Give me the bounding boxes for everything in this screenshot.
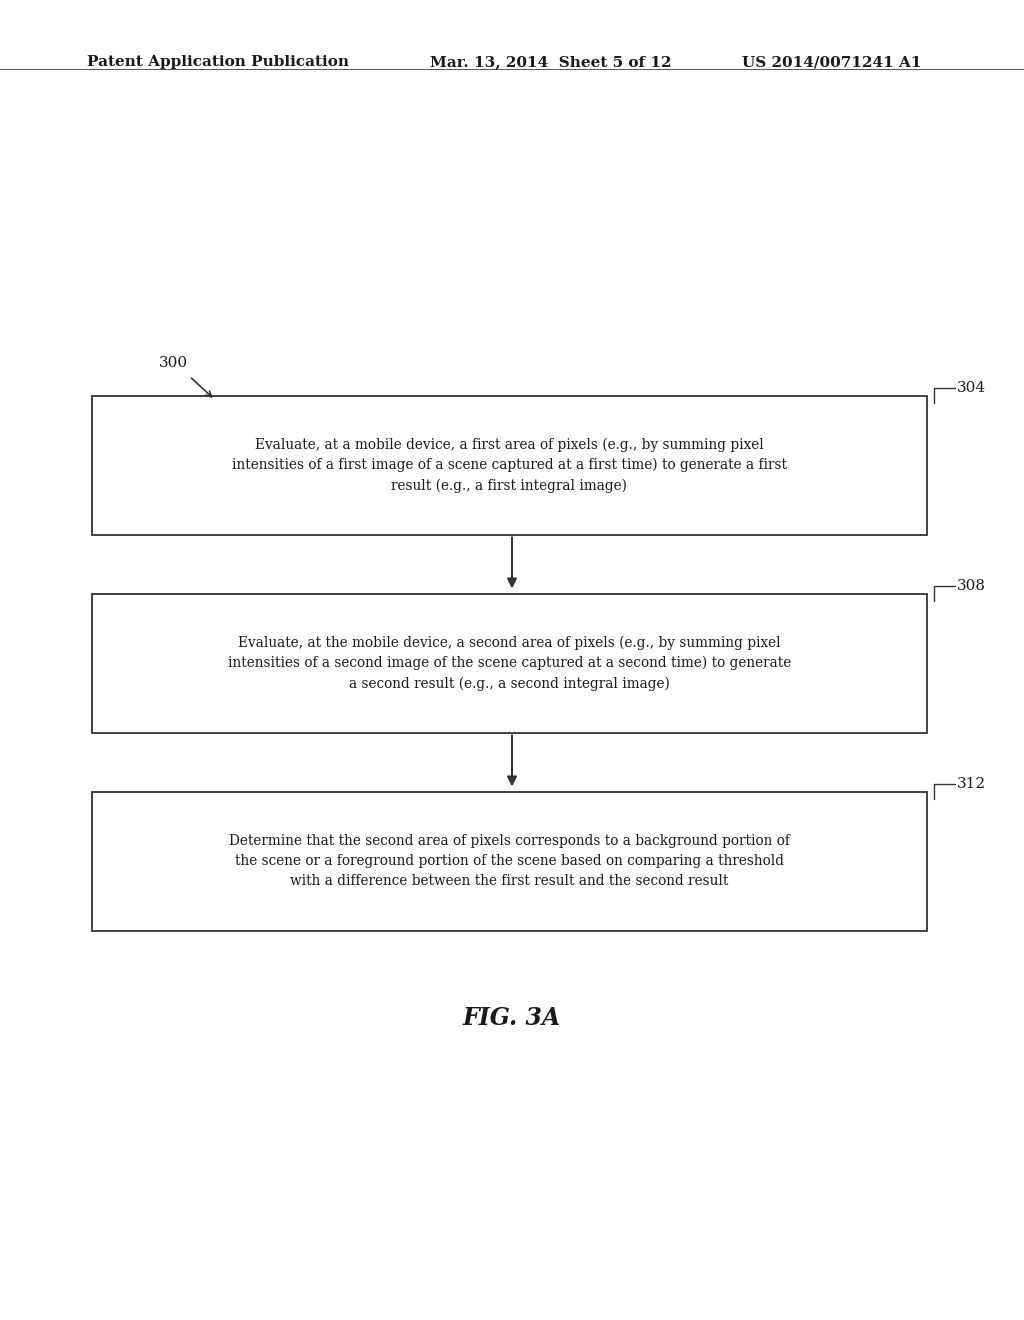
Text: 308: 308 [956, 579, 985, 593]
Text: Patent Application Publication: Patent Application Publication [87, 55, 349, 70]
Text: Evaluate, at the mobile device, a second area of pixels (e.g., by summing pixel
: Evaluate, at the mobile device, a second… [227, 635, 792, 692]
Bar [92, 396, 927, 535]
Text: 304: 304 [956, 381, 985, 395]
Bar [92, 594, 927, 733]
Text: US 2014/0071241 A1: US 2014/0071241 A1 [742, 55, 922, 70]
Text: 300: 300 [159, 355, 187, 370]
Text: Evaluate, at a mobile device, a first area of pixels (e.g., by summing pixel
int: Evaluate, at a mobile device, a first ar… [232, 437, 786, 494]
Text: Mar. 13, 2014  Sheet 5 of 12: Mar. 13, 2014 Sheet 5 of 12 [430, 55, 672, 70]
Text: Determine that the second area of pixels corresponds to a background portion of
: Determine that the second area of pixels… [229, 834, 790, 888]
Bar [92, 792, 927, 931]
Text: FIG. 3A: FIG. 3A [463, 1006, 561, 1030]
Text: 312: 312 [956, 777, 985, 791]
